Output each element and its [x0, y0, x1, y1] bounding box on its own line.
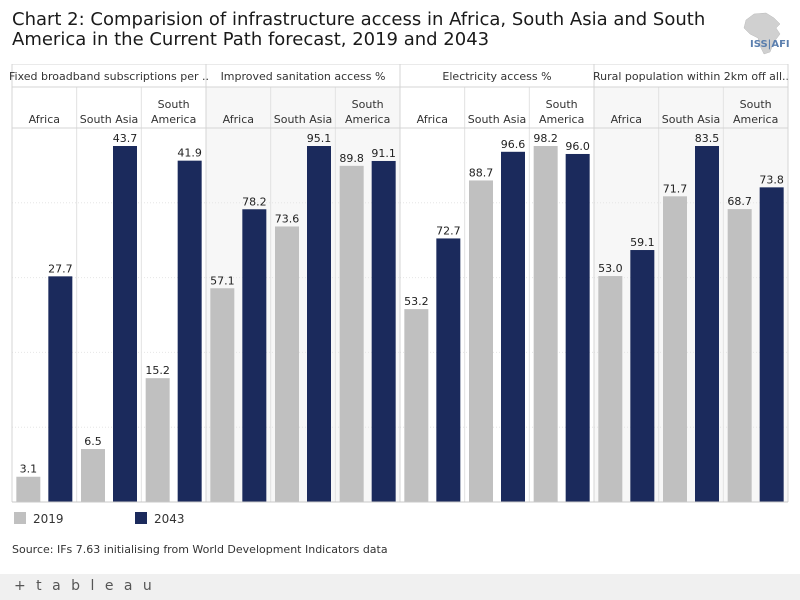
category-label: South	[158, 98, 190, 111]
bar-2043[interactable]	[501, 151, 525, 502]
category-label: South	[546, 98, 578, 111]
legend-label-2043: 2043	[154, 512, 185, 526]
category-label: America	[539, 113, 584, 126]
data-label: 72.7	[436, 224, 461, 237]
data-label: 71.7	[663, 182, 688, 195]
legend-item-2043[interactable]: 2043	[135, 512, 185, 526]
chart-title: Chart 2: Comparision of infrastructure a…	[12, 9, 706, 50]
data-label: 73.6	[275, 212, 300, 225]
category-label: America	[345, 113, 390, 126]
data-label: 98.2	[533, 132, 558, 145]
data-label: 96.6	[501, 138, 526, 151]
bar-chart: Fixed broadband subscriptions per .. Afri…	[9, 64, 789, 503]
data-label: 6.5	[84, 435, 102, 448]
bar-2043[interactable]	[307, 146, 331, 502]
category-label: South Asia	[468, 113, 527, 126]
data-label: 27.7	[48, 262, 73, 275]
legend-label-2019: 2019	[33, 512, 64, 526]
bar-2019[interactable]	[469, 180, 493, 502]
data-label: 73.8	[759, 173, 784, 186]
bar-2043[interactable]	[371, 160, 396, 503]
data-label: 89.8	[339, 152, 364, 165]
data-label: 68.7	[727, 195, 752, 208]
data-label: 15.2	[145, 364, 170, 377]
legend-swatch-2043	[135, 512, 147, 524]
data-label: 83.5	[695, 132, 720, 145]
bar-2019[interactable]	[533, 146, 558, 502]
bar-2019[interactable]	[598, 276, 623, 502]
source-note: Source: IFs 7.63 initialising from World…	[12, 543, 388, 556]
bar-2019[interactable]	[663, 196, 687, 503]
data-label: 59.1	[630, 236, 655, 249]
data-label: 3.1	[20, 463, 38, 476]
panel-shade	[206, 87, 400, 502]
data-label: 88.7	[469, 166, 494, 179]
tableau-footer: + t a b l e a u	[0, 574, 800, 600]
data-label: 43.7	[113, 132, 138, 145]
bar-2019[interactable]	[727, 209, 752, 502]
tableau-logo[interactable]: + t a b l e a u	[14, 578, 155, 594]
bar-2019[interactable]	[339, 165, 364, 502]
category-label: Africa	[223, 113, 254, 126]
category-label: Africa	[29, 113, 60, 126]
bar-2019[interactable]	[404, 309, 429, 502]
legend-item-2019[interactable]: 2019	[14, 512, 64, 526]
category-label: Africa	[417, 113, 448, 126]
bar-2043[interactable]	[695, 146, 719, 502]
panel-header-label: Improved sanitation access %	[221, 70, 386, 83]
category-label: Africa	[611, 113, 642, 126]
bar-2043[interactable]	[565, 153, 590, 502]
category-label: South Asia	[80, 113, 139, 126]
category-label: America	[151, 113, 196, 126]
legend-swatch-2019	[14, 512, 26, 524]
data-label: 41.9	[177, 147, 202, 160]
bar-2043[interactable]	[759, 187, 784, 502]
category-label: America	[733, 113, 778, 126]
data-label: 96.0	[565, 140, 590, 153]
bar-2043[interactable]	[177, 160, 202, 502]
data-label: 95.1	[307, 132, 332, 145]
bar-2043[interactable]	[436, 238, 461, 503]
panel-shade	[594, 87, 788, 502]
data-label: 53.0	[598, 262, 623, 275]
bar-2043[interactable]	[48, 276, 73, 502]
bar-2019[interactable]	[210, 288, 235, 502]
data-label: 57.1	[210, 274, 235, 287]
logo-text: ISS|AFI	[750, 39, 790, 50]
category-label: South	[352, 98, 384, 111]
category-label: South Asia	[274, 113, 333, 126]
data-label: 91.1	[371, 147, 396, 160]
category-label: South	[740, 98, 772, 111]
africa-map-icon	[743, 12, 781, 55]
bar-2043[interactable]	[630, 250, 655, 502]
bar-2019[interactable]	[81, 449, 105, 502]
data-label: 53.2	[404, 295, 429, 308]
bar-2019[interactable]	[275, 226, 299, 502]
bar-2019[interactable]	[16, 476, 41, 502]
panel-header-label: Fixed broadband subscriptions per ..	[9, 70, 209, 83]
bar-2019[interactable]	[145, 378, 170, 502]
africa-map-logo[interactable]: ISS|AFI	[736, 12, 792, 56]
bar-2043[interactable]	[242, 209, 267, 503]
category-label: South Asia	[662, 113, 721, 126]
data-label: 78.2	[242, 195, 267, 208]
bar-2043[interactable]	[113, 146, 137, 502]
panel-header-label: Electricity access %	[442, 70, 551, 83]
panel-header-label: Rural population within 2km off all..	[593, 70, 789, 83]
